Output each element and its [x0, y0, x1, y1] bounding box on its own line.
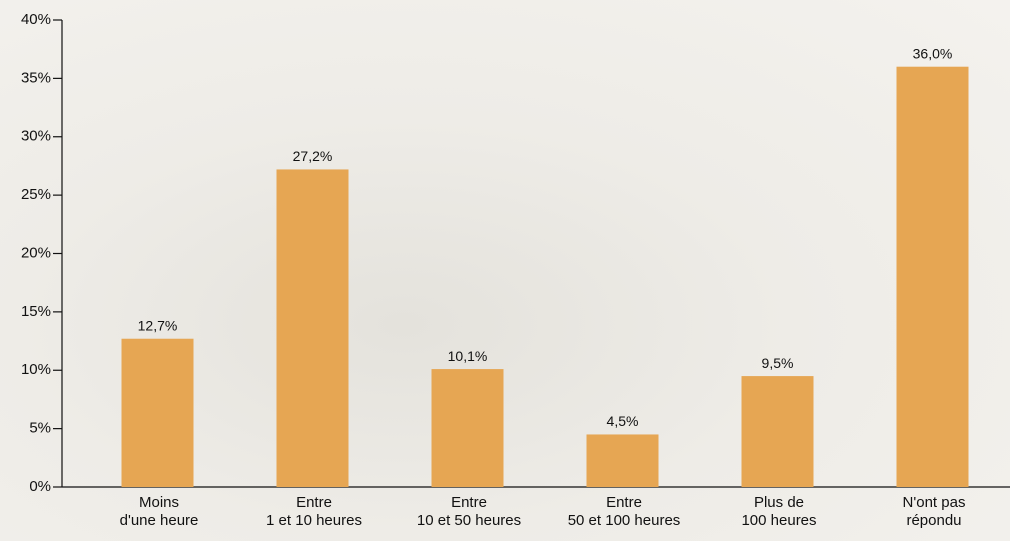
bar	[586, 434, 659, 487]
x-tick-label: Plus de 100 heures	[741, 494, 817, 529]
value-label: 4,5%	[607, 413, 639, 429]
y-tick-label: 30%	[21, 128, 51, 145]
value-label: 10,1%	[448, 348, 488, 364]
value-label: 12,7%	[138, 317, 178, 333]
bar	[741, 376, 814, 487]
y-tick-label: 40%	[21, 11, 51, 28]
x-tick-label: Entre 50 et 100 heures	[567, 494, 681, 529]
y-tick-label: 25%	[21, 186, 51, 203]
y-tick-label: 10%	[21, 361, 51, 378]
bar	[276, 169, 349, 487]
value-label: 27,2%	[293, 148, 333, 164]
value-label: 9,5%	[762, 355, 794, 371]
x-tick-label: Entre 1 et 10 heures	[266, 494, 362, 529]
bar	[431, 369, 504, 487]
y-tick-label: 35%	[21, 69, 51, 86]
y-tick-label: 5%	[29, 420, 51, 437]
x-tick-label: Moins d'une heure	[119, 494, 199, 529]
bar	[896, 66, 969, 487]
y-tick-label: 0%	[29, 478, 51, 495]
x-tick-label: N'ont pas répondu	[902, 494, 966, 529]
value-label: 36,0%	[913, 45, 953, 61]
x-tick-label: Entre 10 et 50 heures	[416, 494, 522, 529]
y-tick-label: 15%	[21, 303, 51, 320]
bar	[121, 338, 194, 487]
y-tick-label: 20%	[21, 244, 51, 261]
